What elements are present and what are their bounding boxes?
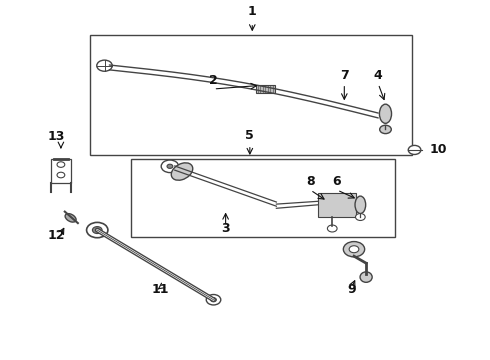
- Bar: [131, 159, 395, 237]
- Text: 8: 8: [306, 175, 315, 188]
- Bar: [90, 35, 412, 155]
- Circle shape: [87, 222, 108, 238]
- Circle shape: [167, 164, 173, 168]
- Text: 2: 2: [209, 74, 218, 87]
- Circle shape: [343, 242, 365, 257]
- Ellipse shape: [355, 196, 366, 213]
- Circle shape: [93, 226, 102, 234]
- Circle shape: [57, 162, 65, 167]
- Bar: [256, 85, 275, 93]
- Circle shape: [408, 145, 421, 154]
- Bar: [318, 193, 356, 217]
- Bar: [51, 159, 71, 183]
- Text: 7: 7: [340, 68, 349, 81]
- Ellipse shape: [172, 163, 193, 180]
- Text: 9: 9: [347, 283, 356, 296]
- Text: 3: 3: [221, 222, 230, 235]
- Text: 11: 11: [151, 283, 169, 296]
- Text: 5: 5: [245, 130, 254, 143]
- Text: 1: 1: [248, 5, 257, 18]
- Text: 13: 13: [48, 130, 65, 143]
- Ellipse shape: [360, 272, 372, 282]
- Circle shape: [327, 225, 337, 232]
- Circle shape: [211, 298, 217, 302]
- Text: 10: 10: [429, 143, 446, 157]
- Circle shape: [206, 294, 221, 305]
- Ellipse shape: [379, 104, 392, 123]
- Circle shape: [97, 60, 112, 71]
- Text: 12: 12: [48, 229, 65, 242]
- Ellipse shape: [65, 213, 76, 222]
- Circle shape: [161, 160, 179, 172]
- Text: 4: 4: [374, 68, 383, 81]
- Circle shape: [356, 213, 365, 220]
- Circle shape: [57, 172, 65, 178]
- Circle shape: [380, 125, 392, 134]
- Circle shape: [349, 246, 359, 253]
- Text: 6: 6: [333, 175, 342, 188]
